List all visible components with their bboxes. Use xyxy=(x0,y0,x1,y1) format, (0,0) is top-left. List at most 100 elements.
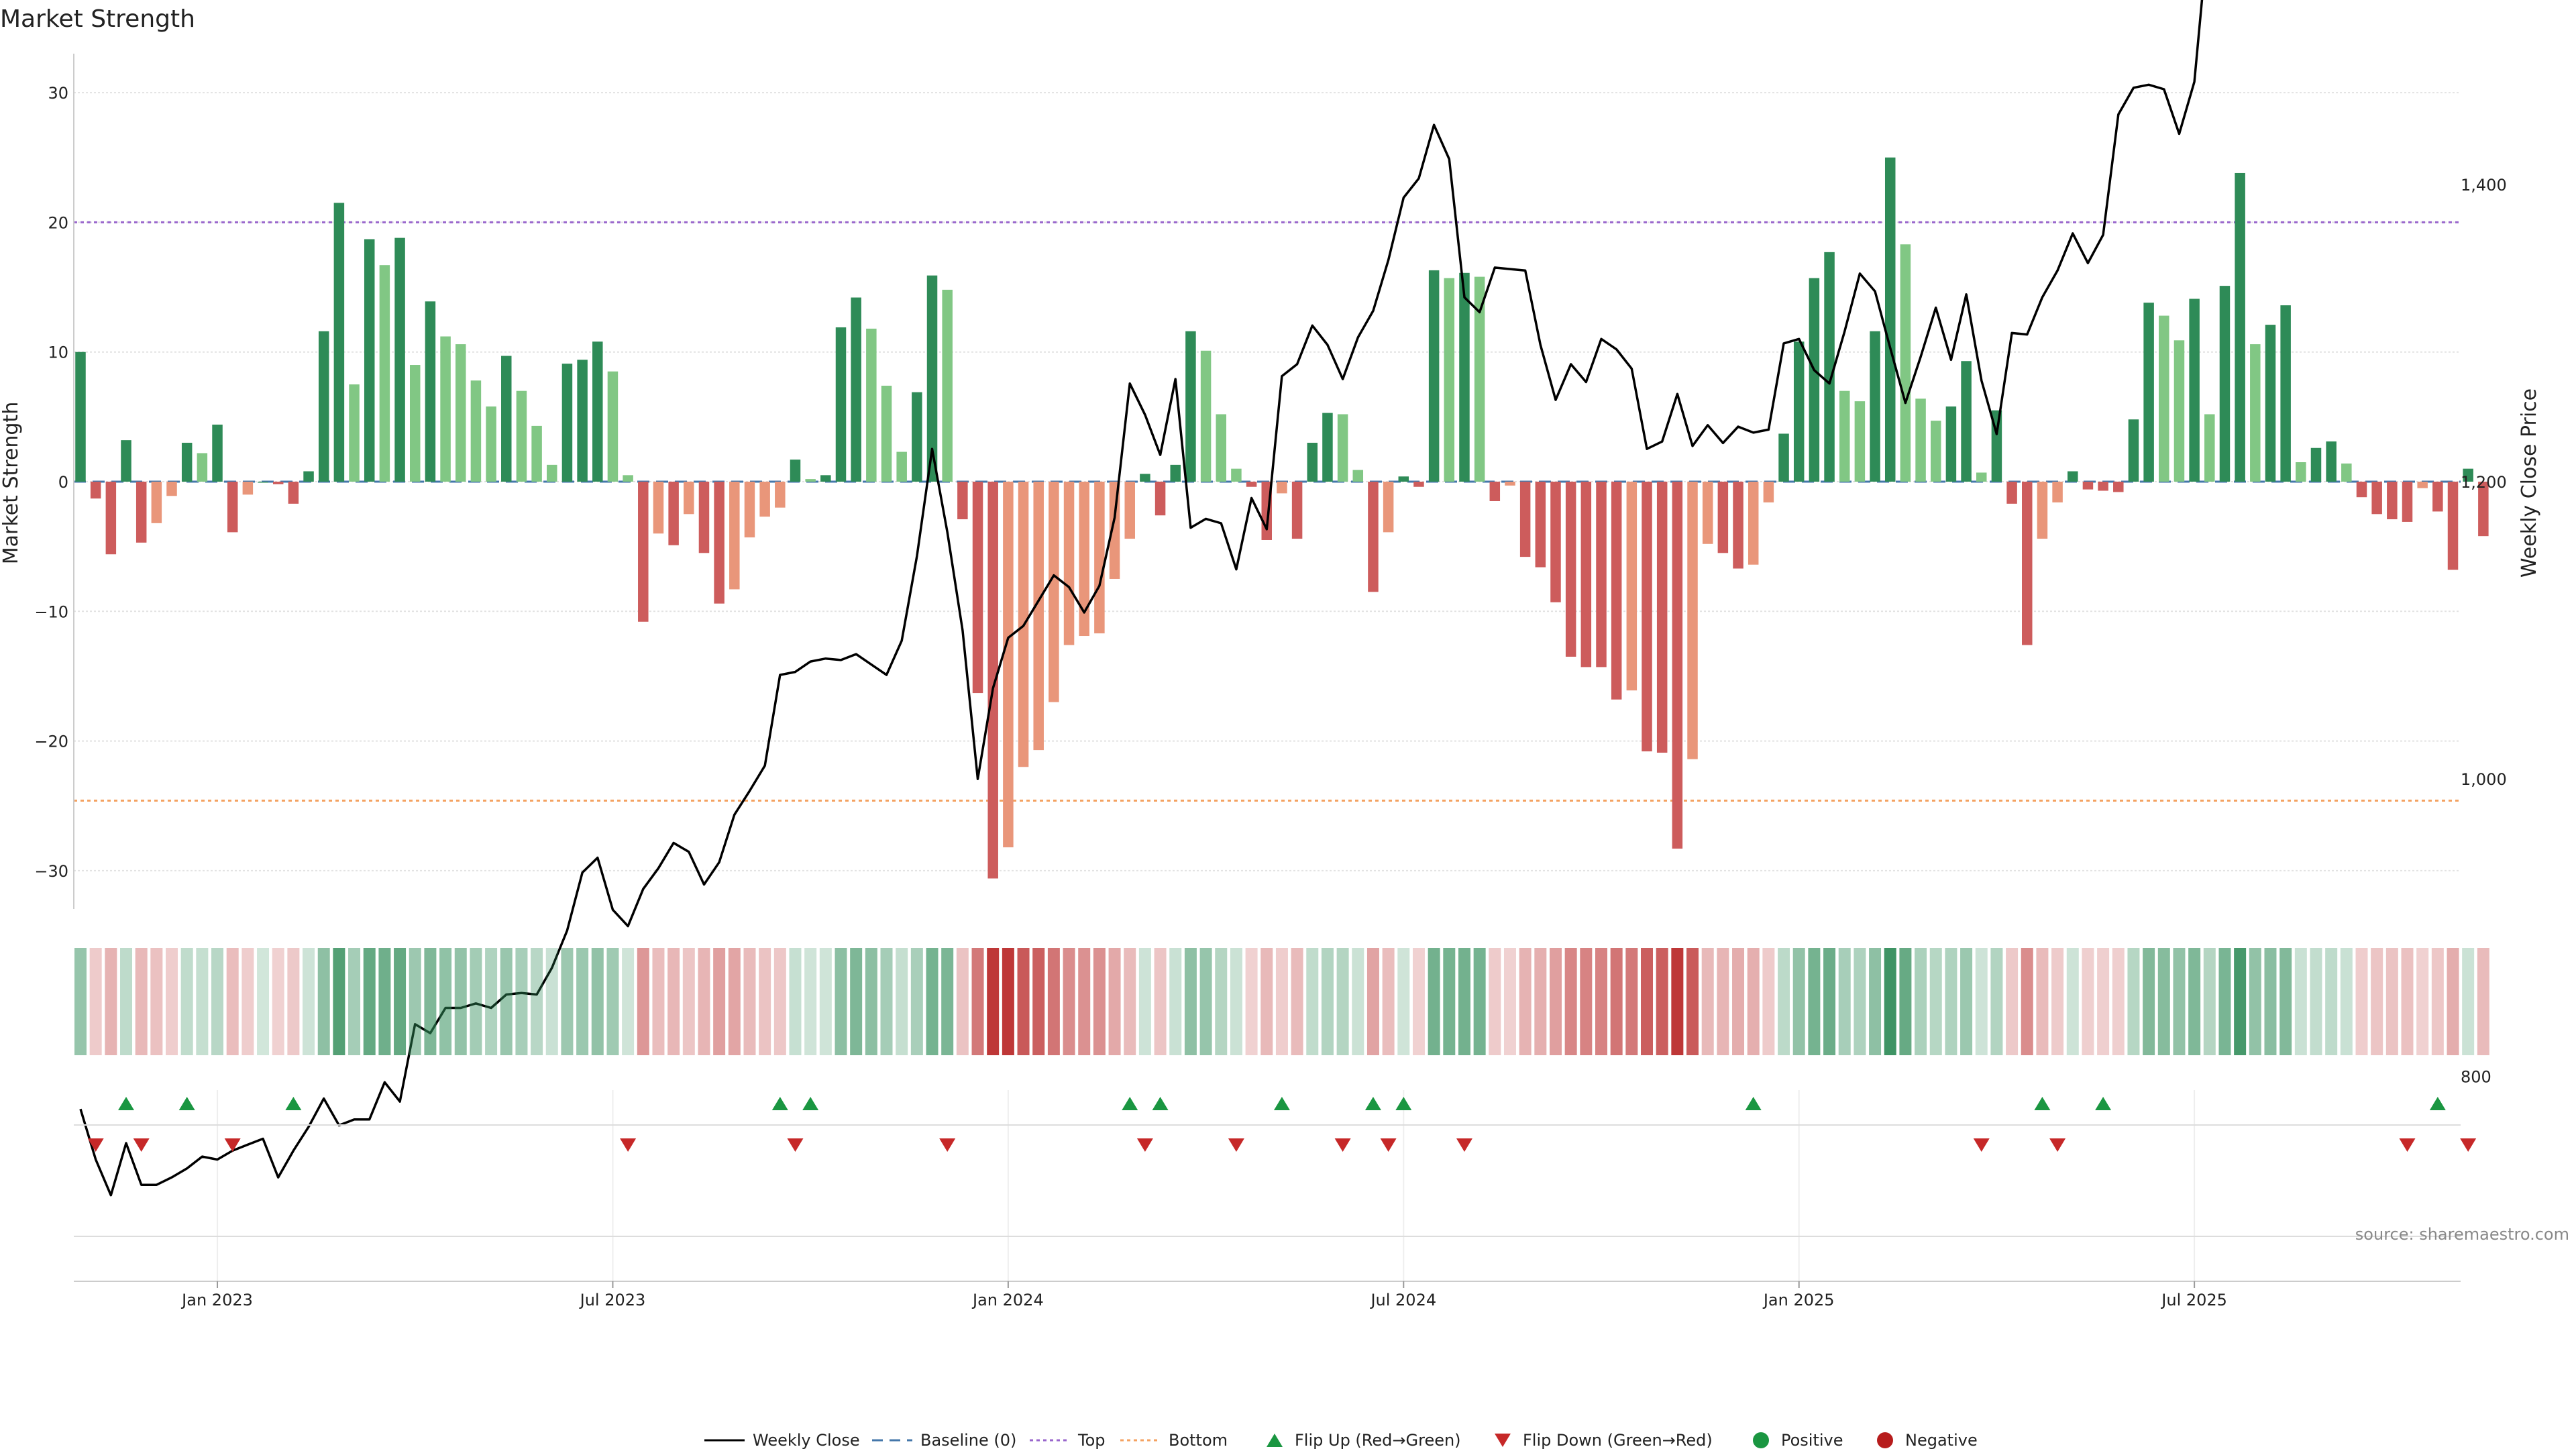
strength-bar xyxy=(1322,413,1333,482)
strength-bar xyxy=(547,464,557,482)
heat-cell xyxy=(1686,948,1699,1055)
strength-bar xyxy=(1003,482,1014,848)
strength-bar xyxy=(181,443,193,482)
strength-bar xyxy=(2417,482,2428,488)
heat-cell xyxy=(941,948,954,1055)
heat-cell xyxy=(1063,948,1075,1055)
heat-cell xyxy=(1549,948,1562,1055)
flip-up-marker xyxy=(2095,1097,2112,1110)
strength-bar xyxy=(425,301,436,482)
flip-down-marker xyxy=(939,1138,956,1152)
flip-up-marker xyxy=(1152,1097,1169,1110)
heat-cell xyxy=(698,948,710,1055)
strength-bar xyxy=(1231,468,1242,482)
heat-cell xyxy=(956,948,969,1055)
strength-bar xyxy=(2219,286,2231,482)
x-tick-label: Jul 2024 xyxy=(1369,1291,1436,1309)
heat-cell xyxy=(1489,948,1501,1055)
heat-cell xyxy=(910,948,923,1055)
heat-cell xyxy=(454,948,467,1055)
strength-bar xyxy=(501,356,512,482)
strength-bar xyxy=(561,364,573,482)
strength-bar xyxy=(2447,482,2459,570)
strength-bar xyxy=(1277,482,1287,494)
strength-bar xyxy=(577,360,588,482)
strength-bar xyxy=(1291,482,1303,539)
heat-cell xyxy=(500,948,513,1055)
heat-cell xyxy=(667,948,680,1055)
flip-up-marker xyxy=(178,1097,195,1110)
strength-bar xyxy=(1642,482,1652,752)
heat-cell xyxy=(287,948,300,1055)
strength-bar xyxy=(2052,482,2063,502)
heat-cell xyxy=(1854,948,1866,1055)
flip-down-marker xyxy=(1973,1138,1990,1152)
strength-bar xyxy=(2463,468,2473,482)
strength-bar xyxy=(623,475,633,482)
strength-bar xyxy=(1185,331,1196,482)
strength-bar xyxy=(333,203,345,482)
strength-bar xyxy=(272,482,284,484)
strength-bar xyxy=(409,365,421,482)
strength-bar xyxy=(1398,476,1409,482)
strength-bar xyxy=(531,425,542,482)
strength-bar xyxy=(2022,482,2033,645)
heat-cell xyxy=(317,948,330,1055)
legend-swatch xyxy=(1877,1432,1893,1448)
strength-bar xyxy=(349,384,360,482)
heat-cell xyxy=(1792,948,1805,1055)
legend-swatch xyxy=(1495,1434,1511,1447)
heat-cell xyxy=(1656,948,1668,1055)
legend-item: Positive xyxy=(1753,1431,1843,1449)
heat-cell xyxy=(2325,948,2338,1055)
heat-cell xyxy=(1215,948,1228,1055)
heat-cell xyxy=(89,948,102,1055)
heat-cell xyxy=(759,948,771,1055)
heat-cell xyxy=(2218,948,2231,1055)
heat-cell xyxy=(531,948,543,1055)
strength-bar xyxy=(2296,462,2306,482)
heat-cell xyxy=(2203,948,2216,1055)
strength-bar xyxy=(2006,482,2017,504)
strength-bar xyxy=(105,482,117,555)
heat-cell xyxy=(333,948,345,1055)
strength-bar xyxy=(2402,482,2413,522)
strength-bar xyxy=(1109,482,1120,579)
heat-cell xyxy=(1929,948,1942,1055)
strength-bar xyxy=(1870,331,1880,482)
heat-cell xyxy=(2173,948,2186,1055)
heat-cell xyxy=(2385,948,2398,1055)
legend-swatch xyxy=(1267,1434,1283,1447)
heat-cell xyxy=(1625,948,1638,1055)
heat-cell xyxy=(439,948,452,1055)
heat-cell xyxy=(1838,948,1851,1055)
heat-cell xyxy=(1138,948,1151,1055)
heat-cell xyxy=(1184,948,1197,1055)
heat-cell xyxy=(409,948,421,1055)
strength-bar xyxy=(1839,390,1850,482)
strength-bar xyxy=(896,451,907,482)
heat-cell xyxy=(2082,948,2094,1055)
heat-cell xyxy=(637,948,649,1055)
strength-bar xyxy=(151,482,162,523)
flip-down-marker xyxy=(87,1138,104,1152)
flip-up-marker xyxy=(1745,1097,1762,1110)
left-axis-label: Market Strength xyxy=(0,402,23,564)
heat-cell xyxy=(1260,948,1273,1055)
strength-bar xyxy=(1702,482,1713,544)
heat-cell xyxy=(1306,948,1319,1055)
strength-bar xyxy=(881,385,892,482)
strength-bar xyxy=(2341,463,2352,482)
strength-bar xyxy=(303,471,314,482)
strength-bar xyxy=(926,275,938,482)
strength-bar xyxy=(1413,482,1424,487)
strength-bar xyxy=(90,482,101,499)
flip-up-marker xyxy=(1273,1097,1290,1110)
heat-cell xyxy=(1534,948,1547,1055)
heat-cell xyxy=(1336,948,1349,1055)
x-tick-label: Jul 2025 xyxy=(2160,1291,2227,1309)
strength-bar xyxy=(455,344,466,482)
heat-cell xyxy=(1230,948,1242,1055)
heat-cell xyxy=(545,948,558,1055)
legend-item: Bottom xyxy=(1120,1431,1228,1449)
